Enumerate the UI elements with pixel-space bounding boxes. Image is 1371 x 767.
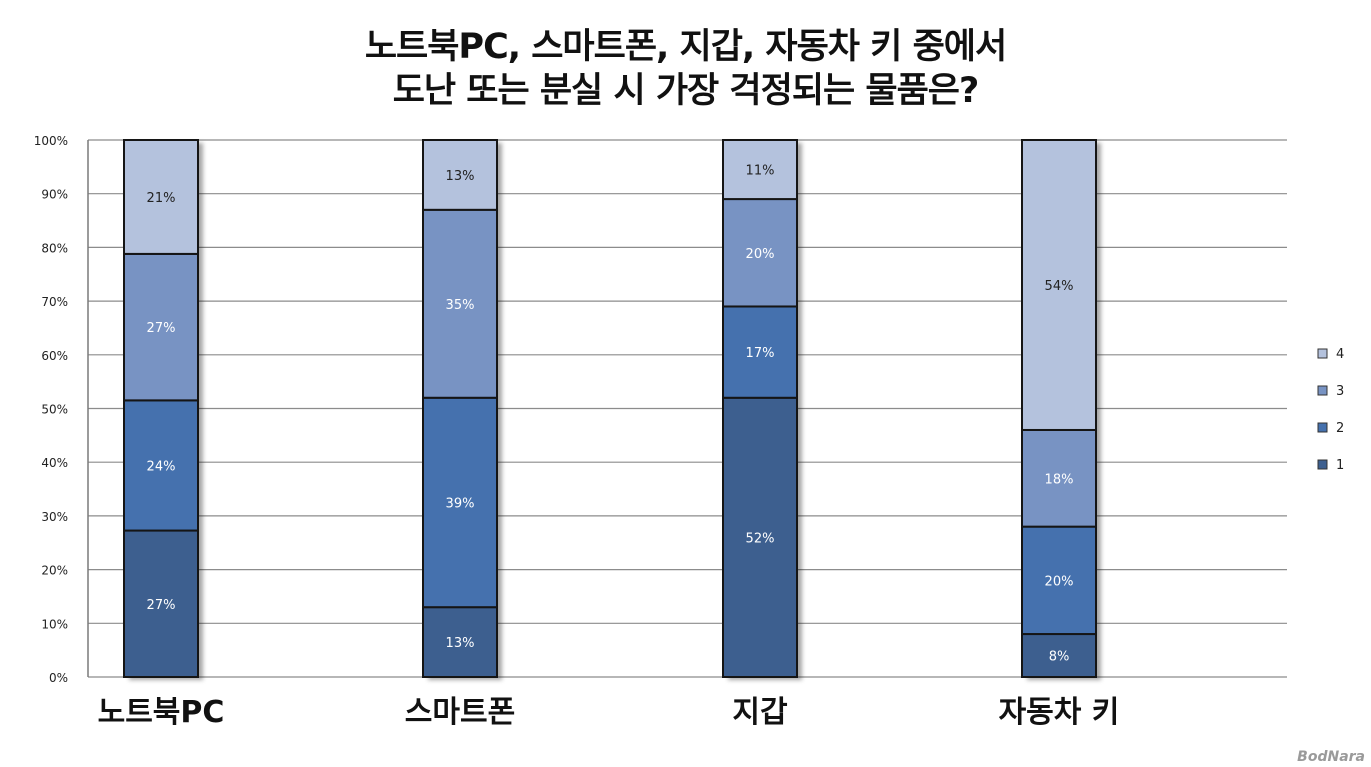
bar-segment: [123, 399, 199, 532]
data-label: 20%: [1045, 574, 1074, 589]
bars: 27% 24% 27% 21% 13% 39% 35% 13% 52% 17% 20% 11% 8% 20…: [123, 139, 1097, 679]
watermark-logo: BodNara: [1297, 749, 1365, 765]
data-label: 27%: [147, 598, 176, 613]
legend-swatch: [1317, 385, 1328, 396]
data-label: 21%: [147, 191, 176, 206]
data-label: 39%: [446, 496, 475, 511]
legend: 4 3 2 1: [1317, 347, 1344, 473]
data-label: 24%: [147, 459, 176, 474]
legend-label: 4: [1336, 347, 1344, 362]
y-tick-label: 70%: [41, 295, 68, 309]
data-label: 13%: [446, 636, 475, 651]
x-category-label: 지갑: [732, 695, 788, 730]
y-axis: 0% 10% 20% 30% 40% 50% 60% 70% 80% 90% 100%: [34, 134, 89, 685]
chart-title-line-1: 노트북PC, 스마트폰, 지갑, 자동차 키 중에서: [364, 27, 1007, 67]
y-tick-label: 50%: [41, 403, 68, 417]
x-axis-labels: 노트북PC 스마트폰 지갑 자동차 키: [98, 695, 1120, 730]
bar-stack: 27% 24% 27% 21%: [123, 139, 199, 679]
bar-segment: [422, 606, 498, 678]
legend-label: 2: [1336, 421, 1344, 436]
y-tick-label: 80%: [41, 241, 68, 255]
bar-segment: [722, 139, 798, 201]
bar-stack: 13% 39% 35% 13%: [422, 139, 498, 678]
y-tick-label: 30%: [41, 510, 68, 524]
data-label: 13%: [446, 169, 475, 184]
data-label: 8%: [1049, 650, 1070, 665]
x-category-label: 자동차 키: [999, 695, 1120, 730]
y-tick-label: 40%: [41, 456, 68, 470]
bar-stack: 52% 17% 20% 11%: [722, 139, 798, 678]
y-tick-label: 0%: [49, 671, 68, 685]
bar-segment: [1021, 428, 1097, 528]
bar-stack: 8% 20% 18% 54%: [1021, 139, 1097, 678]
bar-segment: [123, 252, 199, 402]
x-category-label: 스마트폰: [405, 695, 515, 730]
data-label: 20%: [746, 247, 775, 262]
chart-title-line-2: 도난 또는 분실 시 가장 걱정되는 물품은?: [392, 71, 980, 111]
bar-segment: [422, 208, 498, 399]
data-label: 11%: [746, 164, 775, 179]
data-label: 52%: [746, 531, 775, 546]
y-tick-label: 100%: [34, 134, 68, 148]
bar-segment: [722, 396, 798, 678]
bar-segment: [722, 198, 798, 308]
bar-segment: [722, 305, 798, 399]
y-tick-label: 20%: [41, 564, 68, 578]
bar-segment: [1021, 139, 1097, 431]
bar-segment: [1021, 633, 1097, 678]
y-tick-label: 90%: [41, 188, 68, 202]
legend-swatch: [1317, 348, 1328, 359]
y-tick-label: 60%: [41, 349, 68, 363]
data-label: 27%: [147, 321, 176, 336]
legend-swatch: [1317, 459, 1328, 470]
legend-label: 3: [1336, 384, 1344, 399]
data-label: 35%: [446, 298, 475, 313]
data-label: 17%: [746, 346, 775, 361]
bar-segment: [123, 139, 199, 255]
y-tick-label: 10%: [41, 617, 68, 631]
bar-segment: [422, 396, 498, 609]
bar-segment: [422, 139, 498, 211]
legend-swatch: [1317, 422, 1328, 433]
data-label: 54%: [1045, 279, 1074, 294]
x-category-label: 노트북PC: [98, 695, 225, 730]
data-label: 18%: [1045, 472, 1074, 487]
gridlines: [88, 139, 1287, 678]
legend-label: 1: [1336, 458, 1344, 473]
